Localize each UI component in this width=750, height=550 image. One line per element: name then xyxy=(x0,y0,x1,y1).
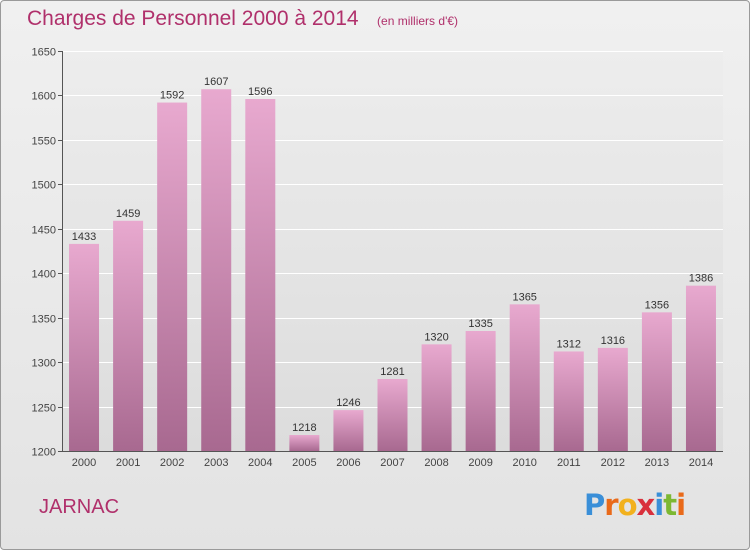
data-label: 1433 xyxy=(72,231,96,243)
data-label: 1459 xyxy=(116,208,140,220)
data-label: 1335 xyxy=(468,318,492,330)
y-tick-label: 1350 xyxy=(32,314,56,326)
x-tick-label: 2013 xyxy=(645,457,669,469)
chart-title: Charges de Personnel 2000 à 2014 xyxy=(27,7,359,30)
chart-subtitle: (en milliers d'€) xyxy=(377,14,459,28)
data-label: 1356 xyxy=(645,299,669,311)
x-tick-label: 2002 xyxy=(160,457,184,469)
bar-2013 xyxy=(641,312,672,451)
y-tick-label: 1450 xyxy=(32,225,56,237)
y-tick-label: 1550 xyxy=(32,136,56,148)
data-label: 1312 xyxy=(557,338,581,350)
y-tick-label: 1500 xyxy=(32,180,56,192)
data-label: 1316 xyxy=(601,335,625,347)
proxiti-logo: Proxiti xyxy=(584,488,686,522)
bar-2009 xyxy=(465,331,496,451)
bar-2003 xyxy=(201,89,232,451)
x-tick-label: 2008 xyxy=(424,457,448,469)
data-label: 1592 xyxy=(160,90,184,102)
x-tick-label: 2001 xyxy=(116,457,140,469)
logo-letter: i xyxy=(676,488,686,522)
logo-letter: o xyxy=(617,488,638,522)
logo-letter: i xyxy=(654,488,664,522)
title-row: Charges de Personnel 2000 à 2014 (en mil… xyxy=(27,7,458,31)
bar-2011 xyxy=(553,351,584,451)
logo-letter: x xyxy=(636,488,656,522)
bars-layer: 1433 1459 1592 1607 1596 1218 1246 1281 1320 1335… xyxy=(69,76,716,452)
x-tick-labels: 2000 2001 2002 2003 2004 2005 2006 2007 2008 2009… xyxy=(72,457,713,469)
bar-2001 xyxy=(113,220,144,451)
bar-2008 xyxy=(421,344,452,451)
y-tick-label: 1650 xyxy=(32,47,56,59)
bar-2005 xyxy=(289,435,320,451)
data-label: 1607 xyxy=(204,76,228,88)
data-label: 1246 xyxy=(336,397,360,409)
bar-2004 xyxy=(245,99,276,451)
data-label: 1281 xyxy=(380,366,404,378)
data-label: 1320 xyxy=(424,331,448,343)
logo-letter: t xyxy=(663,488,677,522)
bar-2000 xyxy=(69,243,100,451)
y-tick-label: 1250 xyxy=(32,403,56,415)
y-tick-label: 1300 xyxy=(32,358,56,370)
bar-2006 xyxy=(333,410,364,451)
x-tick-label: 2010 xyxy=(512,457,536,469)
x-tick-label: 2003 xyxy=(204,457,228,469)
logo-letter: P xyxy=(584,488,605,522)
x-tick-label: 2005 xyxy=(292,457,316,469)
y-tick-labels: 1200 1250 1300 1350 1400 1450 1500 1550 1600 1650 xyxy=(32,47,56,459)
commune-name: JARNAC xyxy=(39,496,120,518)
x-tick-label: 2009 xyxy=(468,457,492,469)
bar-2010 xyxy=(509,304,540,451)
x-tick-label: 2004 xyxy=(248,457,272,469)
bar-2014 xyxy=(685,285,716,451)
y-tick-label: 1400 xyxy=(32,269,56,281)
logo-letter: r xyxy=(604,488,618,522)
x-tick-label: 2012 xyxy=(601,457,625,469)
data-label: 1365 xyxy=(512,291,536,303)
x-tick-label: 2006 xyxy=(336,457,360,469)
data-label: 1218 xyxy=(292,422,316,434)
bar-2007 xyxy=(377,379,408,451)
data-label: 1386 xyxy=(689,273,713,285)
x-tick-label: 2014 xyxy=(689,457,713,469)
bar-2012 xyxy=(597,347,628,451)
bar-2002 xyxy=(157,102,188,452)
y-tick-label: 1600 xyxy=(32,91,56,103)
x-tick-label: 2007 xyxy=(380,457,404,469)
data-label: 1596 xyxy=(248,86,272,98)
y-tick-label: 1200 xyxy=(32,447,56,459)
x-tick-label: 2011 xyxy=(557,457,581,469)
x-tick-label: 2000 xyxy=(72,457,96,469)
